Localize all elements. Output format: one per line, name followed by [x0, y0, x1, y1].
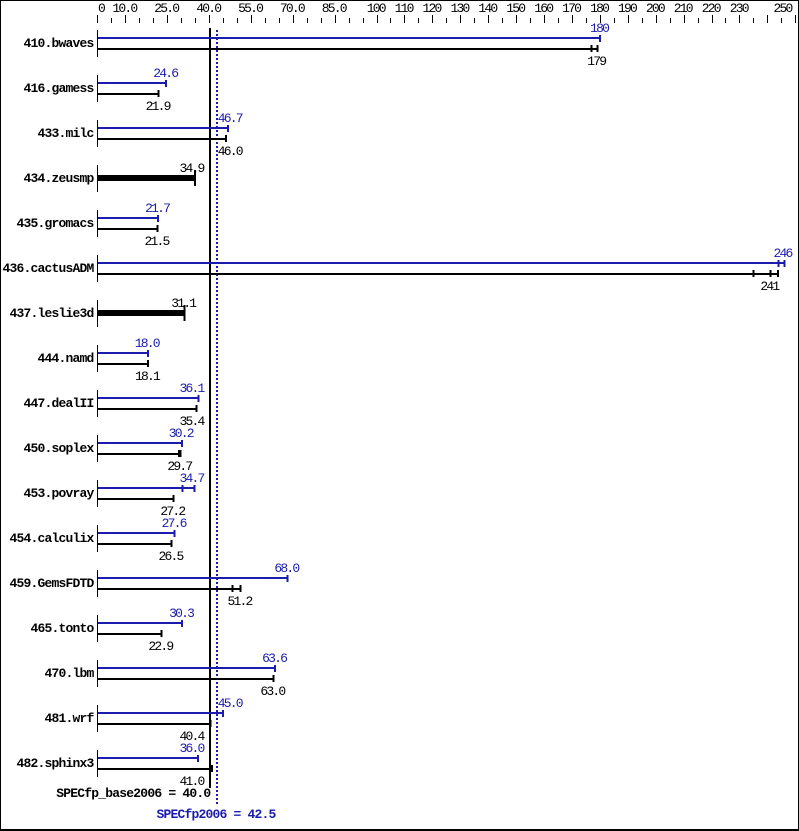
svg-text:41.0: 41.0	[180, 774, 205, 789]
svg-text:26.5: 26.5	[159, 549, 184, 564]
svg-text:110: 110	[395, 1, 414, 16]
svg-text:453.povray: 453.povray	[24, 486, 95, 501]
svg-text:30.3: 30.3	[169, 606, 194, 621]
svg-text:21.5: 21.5	[145, 234, 170, 249]
svg-text:36.0: 36.0	[180, 741, 205, 756]
svg-text:21.7: 21.7	[145, 201, 170, 216]
svg-text:25.0: 25.0	[154, 1, 179, 16]
svg-text:470.lbm: 470.lbm	[45, 666, 95, 681]
svg-text:24.6: 24.6	[153, 66, 178, 81]
svg-text:150: 150	[506, 1, 525, 16]
svg-text:434.zeusmp: 434.zeusmp	[24, 171, 95, 186]
svg-text:160: 160	[534, 1, 553, 16]
svg-text:27.6: 27.6	[162, 516, 187, 531]
svg-text:40.4: 40.4	[180, 729, 206, 744]
svg-text:35.4: 35.4	[180, 414, 206, 429]
svg-text:18.0: 18.0	[135, 336, 160, 351]
svg-text:63.0: 63.0	[260, 684, 285, 699]
svg-text:22.9: 22.9	[148, 639, 173, 654]
svg-text:210: 210	[674, 1, 693, 16]
svg-text:410.bwaves: 410.bwaves	[24, 36, 95, 51]
svg-text:120: 120	[423, 1, 442, 16]
svg-text:100: 100	[367, 1, 386, 16]
svg-text:SPECfp2006 = 42.5: SPECfp2006 = 42.5	[157, 807, 277, 822]
svg-text:63.6: 63.6	[262, 651, 287, 666]
svg-text:437.leslie3d: 437.leslie3d	[10, 306, 94, 321]
svg-text:180: 180	[590, 1, 609, 16]
svg-text:241: 241	[760, 279, 780, 294]
svg-text:459.GemsFDTD: 459.GemsFDTD	[10, 576, 95, 591]
svg-text:18.1: 18.1	[135, 369, 161, 384]
svg-text:31.1: 31.1	[171, 296, 197, 311]
svg-text:447.dealII: 447.dealII	[24, 396, 94, 411]
svg-text:0: 0	[98, 1, 105, 16]
svg-text:29.7: 29.7	[167, 459, 192, 474]
svg-text:465.tonto: 465.tonto	[31, 621, 95, 636]
svg-text:51.2: 51.2	[228, 594, 253, 609]
svg-text:SPECfp_base2006 = 40.0: SPECfp_base2006 = 40.0	[56, 786, 211, 801]
svg-text:10.0: 10.0	[112, 1, 137, 16]
svg-text:190: 190	[618, 1, 637, 16]
svg-text:170: 170	[562, 1, 581, 16]
svg-text:36.1: 36.1	[180, 381, 206, 396]
svg-text:85.0: 85.0	[322, 1, 347, 16]
svg-text:45.0: 45.0	[218, 696, 243, 711]
svg-text:220: 220	[702, 1, 721, 16]
svg-text:250: 250	[774, 1, 793, 16]
svg-text:230: 230	[730, 1, 749, 16]
svg-text:140: 140	[478, 1, 497, 16]
svg-text:433.milc: 433.milc	[38, 126, 95, 141]
svg-text:435.gromacs: 435.gromacs	[17, 216, 95, 231]
svg-text:200: 200	[646, 1, 665, 16]
svg-text:482.sphinx3: 482.sphinx3	[17, 756, 95, 771]
svg-text:46.0: 46.0	[218, 144, 243, 159]
svg-text:130: 130	[451, 1, 470, 16]
svg-text:444.namd: 444.namd	[38, 351, 94, 366]
svg-text:68.0: 68.0	[274, 561, 299, 576]
svg-text:34.7: 34.7	[180, 471, 205, 486]
svg-text:179: 179	[587, 54, 606, 69]
svg-text:180: 180	[590, 21, 609, 36]
svg-text:416.gamess: 416.gamess	[24, 81, 95, 96]
svg-text:481.wrf: 481.wrf	[45, 711, 95, 726]
svg-text:454.calculix: 454.calculix	[10, 531, 95, 546]
svg-text:70.0: 70.0	[280, 1, 305, 16]
svg-text:55.0: 55.0	[238, 1, 263, 16]
svg-text:246: 246	[774, 246, 793, 261]
svg-text:436.cactusADM: 436.cactusADM	[3, 261, 95, 276]
svg-text:46.7: 46.7	[218, 111, 243, 126]
svg-text:27.2: 27.2	[160, 504, 185, 519]
svg-text:40.0: 40.0	[196, 1, 221, 16]
svg-text:34.9: 34.9	[180, 161, 205, 176]
svg-text:450.soplex: 450.soplex	[24, 441, 95, 456]
svg-text:30.2: 30.2	[169, 426, 194, 441]
svg-text:21.9: 21.9	[146, 99, 171, 114]
